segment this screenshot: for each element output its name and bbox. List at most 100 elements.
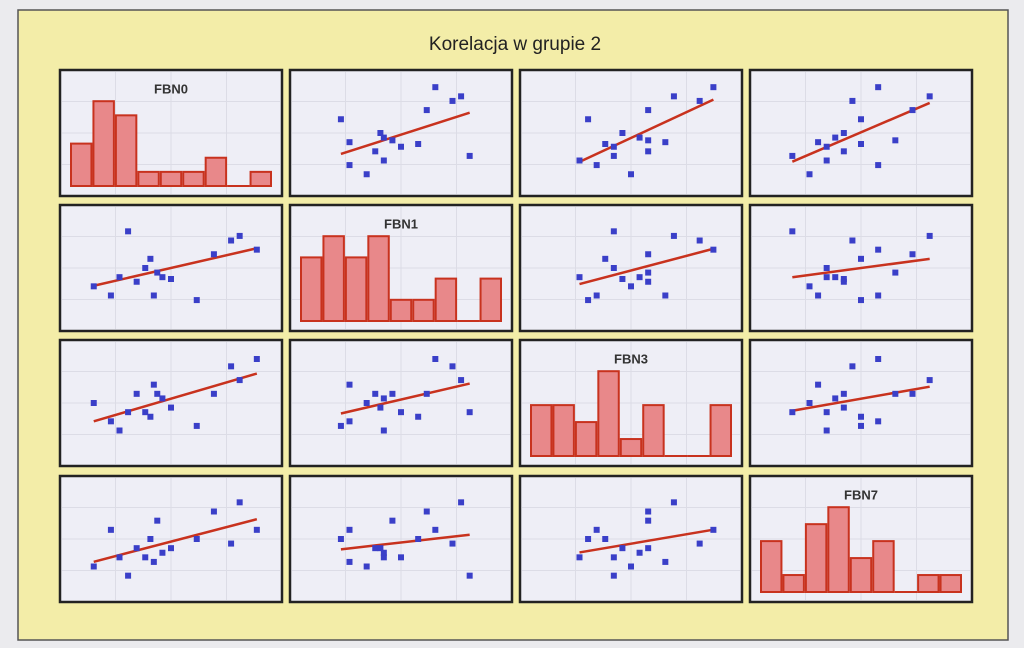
scatter-point (585, 116, 592, 123)
scatter-point (593, 526, 600, 533)
scatter-point (423, 390, 430, 397)
histogram-bar (917, 574, 940, 593)
scatter-point (628, 171, 634, 178)
scatter-point (147, 255, 154, 262)
scatter-point (610, 265, 617, 271)
histogram-bar (574, 421, 598, 457)
scatter-point (154, 269, 161, 276)
scatter-point (415, 413, 422, 420)
trend-line (579, 247, 714, 286)
histogram-bar (204, 156, 228, 188)
scatter-point (337, 536, 344, 542)
histogram-bar (300, 256, 323, 322)
scatter-point (619, 130, 626, 136)
scatter-point (466, 409, 473, 416)
scatter-point (823, 409, 830, 416)
histogram-bar (939, 574, 962, 593)
scatter-point (645, 251, 652, 258)
scatter-point (593, 292, 600, 299)
scatter-point (193, 297, 200, 304)
scatter-point (346, 558, 353, 565)
scatter-point (610, 572, 617, 579)
scatter-point (389, 390, 396, 397)
histogram-bar (479, 277, 502, 323)
scatter-point (415, 536, 422, 542)
scatter-point (619, 276, 626, 282)
scatter-point (377, 404, 384, 411)
scatter-point (377, 545, 384, 552)
scatter-point (458, 93, 465, 100)
histogram-bar (344, 256, 368, 322)
scatter-point (696, 237, 703, 244)
scatter-point (585, 297, 592, 304)
scatter-point (432, 526, 439, 533)
scatter-point (346, 381, 353, 388)
scatter-point (168, 545, 174, 552)
scatter-point (168, 276, 174, 282)
scatter-point (154, 517, 161, 524)
scatter-point (133, 545, 140, 552)
scatter-point (372, 390, 379, 397)
scatter-point (142, 265, 149, 271)
scatter-point (602, 536, 609, 542)
trend-line (578, 98, 714, 163)
scatter-point (415, 141, 422, 147)
scatter-point (193, 422, 200, 429)
scatter-point (710, 84, 717, 91)
scatter-point (346, 162, 353, 169)
scatter-point (610, 228, 617, 235)
scatter-point (815, 139, 822, 146)
histogram-bar (804, 523, 828, 593)
scatter-point (696, 540, 703, 547)
trend-line (340, 382, 470, 415)
trend-line (579, 528, 714, 554)
scatter-point (107, 292, 114, 299)
variable-label: FBN0 (154, 81, 188, 96)
scatter-point (133, 390, 140, 397)
scatter-point (458, 499, 465, 506)
scatter-point (593, 162, 600, 169)
scatter-point (602, 255, 609, 262)
scatter-point (806, 283, 813, 290)
scatter-point (610, 152, 617, 159)
scatter-point (576, 157, 583, 164)
scatter-point (645, 137, 652, 144)
scatter-point (253, 246, 260, 253)
scatter-point (423, 107, 430, 114)
scatter-point (363, 171, 370, 178)
scatter-point (90, 400, 97, 406)
histogram-bar (412, 298, 435, 322)
histogram-bar (849, 557, 873, 594)
scatter-point (858, 413, 864, 420)
scatter-point (892, 269, 899, 276)
histogram-bar (782, 574, 805, 593)
histogram-bar (249, 170, 273, 188)
scatter-point (210, 390, 217, 397)
scatter-point (432, 356, 439, 362)
scatter-point (423, 508, 430, 515)
scatter-point (645, 545, 652, 552)
scatter-point (389, 517, 396, 524)
scatter-point (210, 508, 217, 515)
scatter-point (210, 251, 217, 258)
scatter-point (380, 395, 387, 402)
variable-label: FBN1 (384, 216, 418, 231)
scatter-point (858, 422, 864, 429)
scatter-point (909, 107, 916, 114)
scatter-point (710, 526, 717, 533)
scatter-point (926, 377, 933, 384)
scatter-point (670, 232, 677, 239)
scatter-point (806, 400, 813, 406)
scatter-point (346, 418, 353, 425)
histogram-bar (642, 404, 665, 457)
scatter-point (159, 274, 166, 281)
variable-label: FBN3 (614, 351, 648, 366)
scatter-point (346, 139, 353, 146)
histogram-bar (434, 277, 458, 323)
histogram-bar (367, 235, 390, 322)
scatter-point (815, 381, 822, 388)
scatter-point (150, 558, 157, 565)
scatter-point (926, 232, 933, 239)
scatter-point (710, 246, 717, 253)
